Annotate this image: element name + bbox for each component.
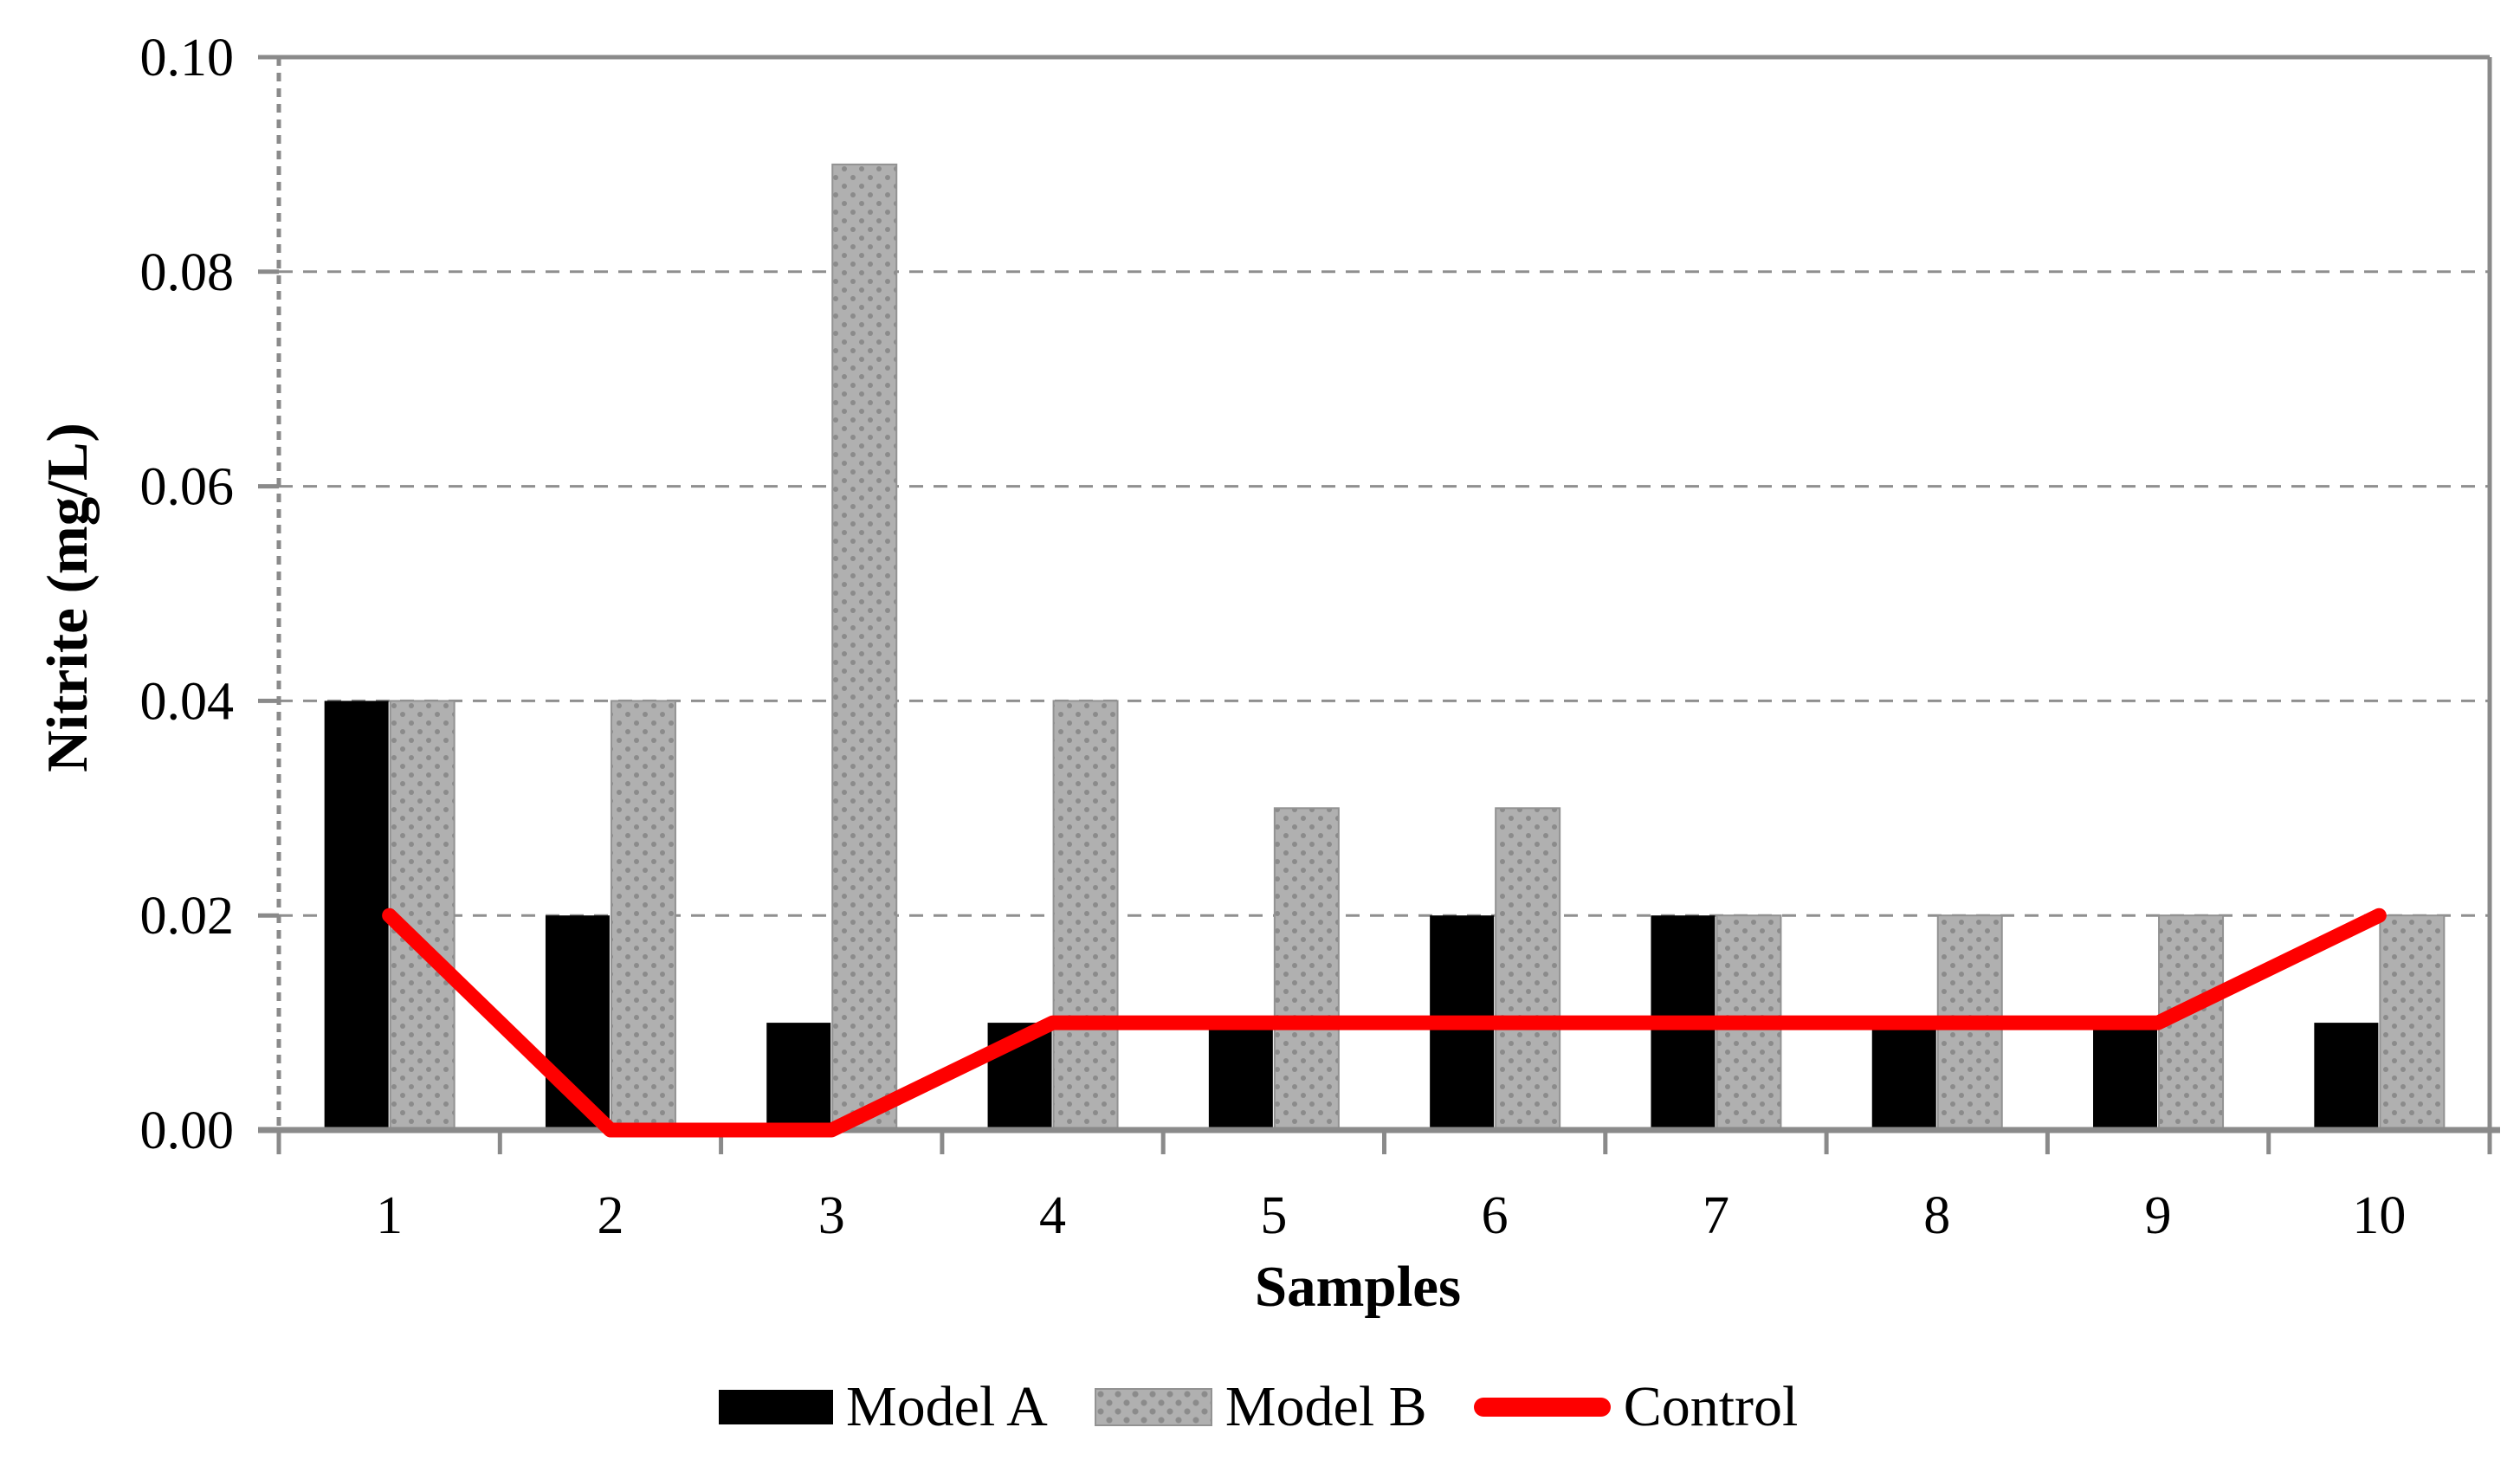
x-tick-label: 6 [1482, 1186, 1509, 1245]
x-tick-label: 1 [376, 1186, 403, 1245]
bar-model-a-sample-8 [1871, 1023, 1936, 1130]
control-line-swatch-icon [1473, 1398, 1611, 1417]
x-tick-label: 3 [818, 1186, 845, 1245]
legend-item-model-a: Model A [719, 1370, 1048, 1444]
x-tick-label: 8 [1923, 1186, 1950, 1245]
control-series-line [382, 907, 2387, 1138]
x-tick-label: 10 [2352, 1186, 2406, 1245]
x-tick-label: 7 [1703, 1186, 1729, 1245]
bar-model-b-sample-10 [2379, 914, 2446, 1131]
control-line [382, 907, 2387, 1138]
bar-series [324, 163, 2446, 1132]
y-tick-label: 0.00 [140, 1101, 235, 1160]
y-tick-label: 0.08 [140, 243, 235, 302]
bar-model-b-sample-1 [389, 700, 456, 1132]
bar-model-b-sample-3 [831, 163, 898, 1131]
model-b-swatch-icon [1094, 1388, 1212, 1426]
legend: Model A Model B Control [719, 1370, 1798, 1444]
legend-label-model-a: Model A [846, 1375, 1048, 1438]
bar-model-a-sample-10 [2314, 1023, 2379, 1130]
x-axis-title: Samples [1254, 1255, 1462, 1319]
x-tick-label: 2 [597, 1186, 624, 1245]
bar-model-b-sample-5 [1273, 807, 1340, 1131]
bar-model-a-sample-5 [1208, 1023, 1273, 1130]
bar-model-a-sample-1 [324, 701, 389, 1130]
x-tick-label: 4 [1039, 1186, 1066, 1245]
bar-model-a-sample-9 [2093, 1023, 2158, 1130]
legend-label-model-b: Model B [1224, 1375, 1427, 1438]
y-tick-label: 0.06 [140, 458, 235, 517]
model-a-swatch-icon [719, 1390, 833, 1424]
x-tick-label: 9 [2145, 1186, 2172, 1245]
y-tick-label: 0.04 [140, 672, 235, 731]
legend-item-control: Control [1473, 1370, 1799, 1444]
y-tick-label: 0.02 [140, 887, 235, 946]
tick-labels: 0.00 0.02 0.04 0.06 0.08 0.10 1 2 3 4 5 6 7 8 9 10 [140, 29, 2407, 1245]
legend-item-model-b: Model B [1094, 1370, 1427, 1444]
legend-label-control: Control [1623, 1375, 1799, 1438]
y-axis-title: Nitrite (mg/L) [36, 423, 100, 772]
bar-model-a-sample-3 [766, 1023, 831, 1130]
bar-model-b-sample-2 [610, 700, 676, 1132]
y-tick-label: 0.10 [140, 29, 235, 87]
x-tick-label: 5 [1260, 1186, 1287, 1245]
bar-model-b-sample-6 [1495, 807, 1561, 1131]
bar-model-b-sample-4 [1052, 700, 1119, 1132]
